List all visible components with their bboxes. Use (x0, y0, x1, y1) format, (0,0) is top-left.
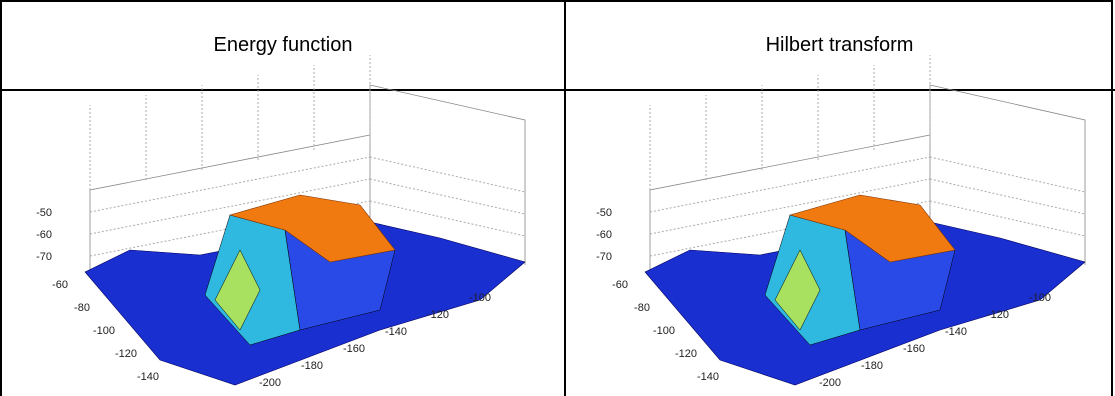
grid-line (369, 178, 526, 215)
x-tick-label: -200 (819, 377, 841, 389)
y-tick-label: -80 (74, 302, 90, 314)
x-tick-label: -100 (469, 292, 491, 304)
y-tick-label: -140 (697, 371, 719, 383)
x-tick-label: -120 (987, 309, 1009, 321)
x-tick-label: -140 (385, 326, 407, 338)
grid-line (89, 156, 371, 213)
x-tick-label: -180 (301, 360, 323, 372)
z-tick-label: -70 (596, 251, 612, 263)
x-tick-label: -200 (259, 377, 281, 389)
z-tick-label: -50 (596, 207, 612, 219)
header-cell: Hilbert transform (765, 33, 914, 56)
grid-line (649, 178, 931, 235)
y-tick-label: -140 (137, 371, 159, 383)
z-tick-label: -70 (36, 251, 52, 263)
row-divider (0, 89, 1115, 91)
surface-peak-top (228, 194, 396, 263)
x-tick-label: -160 (903, 343, 925, 355)
grid-line (649, 156, 931, 213)
y-tick-label: -120 (675, 348, 697, 360)
grid-line (929, 200, 1086, 237)
grid-line (369, 200, 526, 237)
x-tick-label: -180 (861, 360, 883, 372)
y-tick-label: -60 (612, 279, 628, 291)
z-tick-label: -50 (36, 207, 52, 219)
z-tick-label: -60 (596, 229, 612, 241)
x-tick-label: -100 (1029, 292, 1051, 304)
y-tick-label: -80 (634, 302, 650, 314)
surface-peak-side (214, 249, 261, 331)
y-tick-label: -120 (115, 348, 137, 360)
y-tick-label: -100 (93, 325, 115, 337)
x-tick-label: -160 (343, 343, 365, 355)
y-tick-label: -60 (52, 279, 68, 291)
header-cell: Energy function (213, 33, 353, 56)
surface-peak-top (788, 194, 956, 263)
z-tick-label: -60 (36, 229, 52, 241)
wall-edge (89, 134, 371, 275)
grid-line (89, 178, 371, 235)
grid-line (929, 178, 1086, 215)
x-tick-label: -120 (427, 309, 449, 321)
wall-edge (649, 134, 931, 275)
y-tick-label: -100 (653, 325, 675, 337)
column-divider (564, 0, 566, 396)
grid-line (369, 156, 526, 193)
grid-line (929, 156, 1086, 193)
x-tick-label: -140 (945, 326, 967, 338)
surface-peak-side (774, 249, 821, 331)
